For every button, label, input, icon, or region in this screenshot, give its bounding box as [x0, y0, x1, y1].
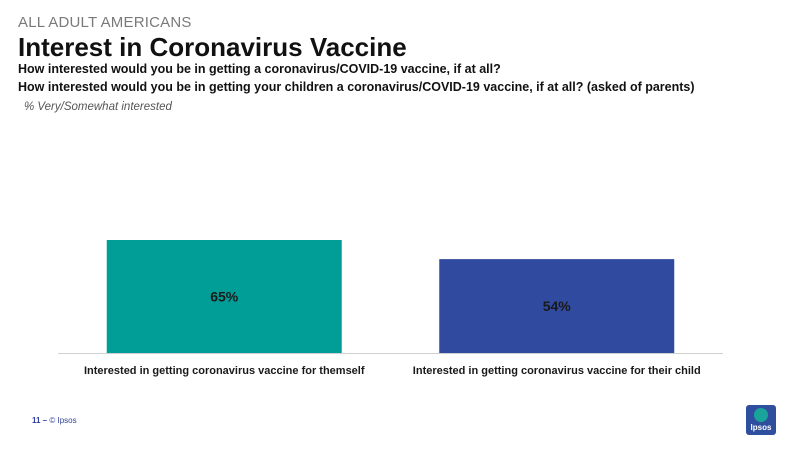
ipsos-logo: Ipsos — [746, 405, 776, 435]
data-label-2: 54% — [543, 298, 572, 314]
question-1: How interested would you be in getting a… — [18, 62, 501, 76]
category-label-1: Interested in getting coronavirus vaccin… — [84, 365, 365, 377]
measure-note: % Very/Somewhat interested — [24, 101, 172, 113]
footer: 11 – © Ipsos — [32, 416, 77, 425]
eyebrow-label: ALL ADULT AMERICANS — [18, 14, 192, 31]
question-2: How interested would you be in getting y… — [18, 80, 695, 94]
copyright-text: © Ipsos — [49, 416, 77, 425]
category-label-2: Interested in getting coronavirus vaccin… — [413, 365, 701, 377]
page-number: 11 – — [32, 416, 48, 425]
logo-wordmark: Ipsos — [750, 423, 772, 432]
logo-circle-icon — [754, 408, 768, 422]
page-title: Interest in Coronavirus Vaccine — [18, 32, 407, 62]
data-label-1: 65% — [210, 289, 239, 305]
bar-1 — [106, 240, 342, 353]
bar-2 — [439, 259, 675, 353]
